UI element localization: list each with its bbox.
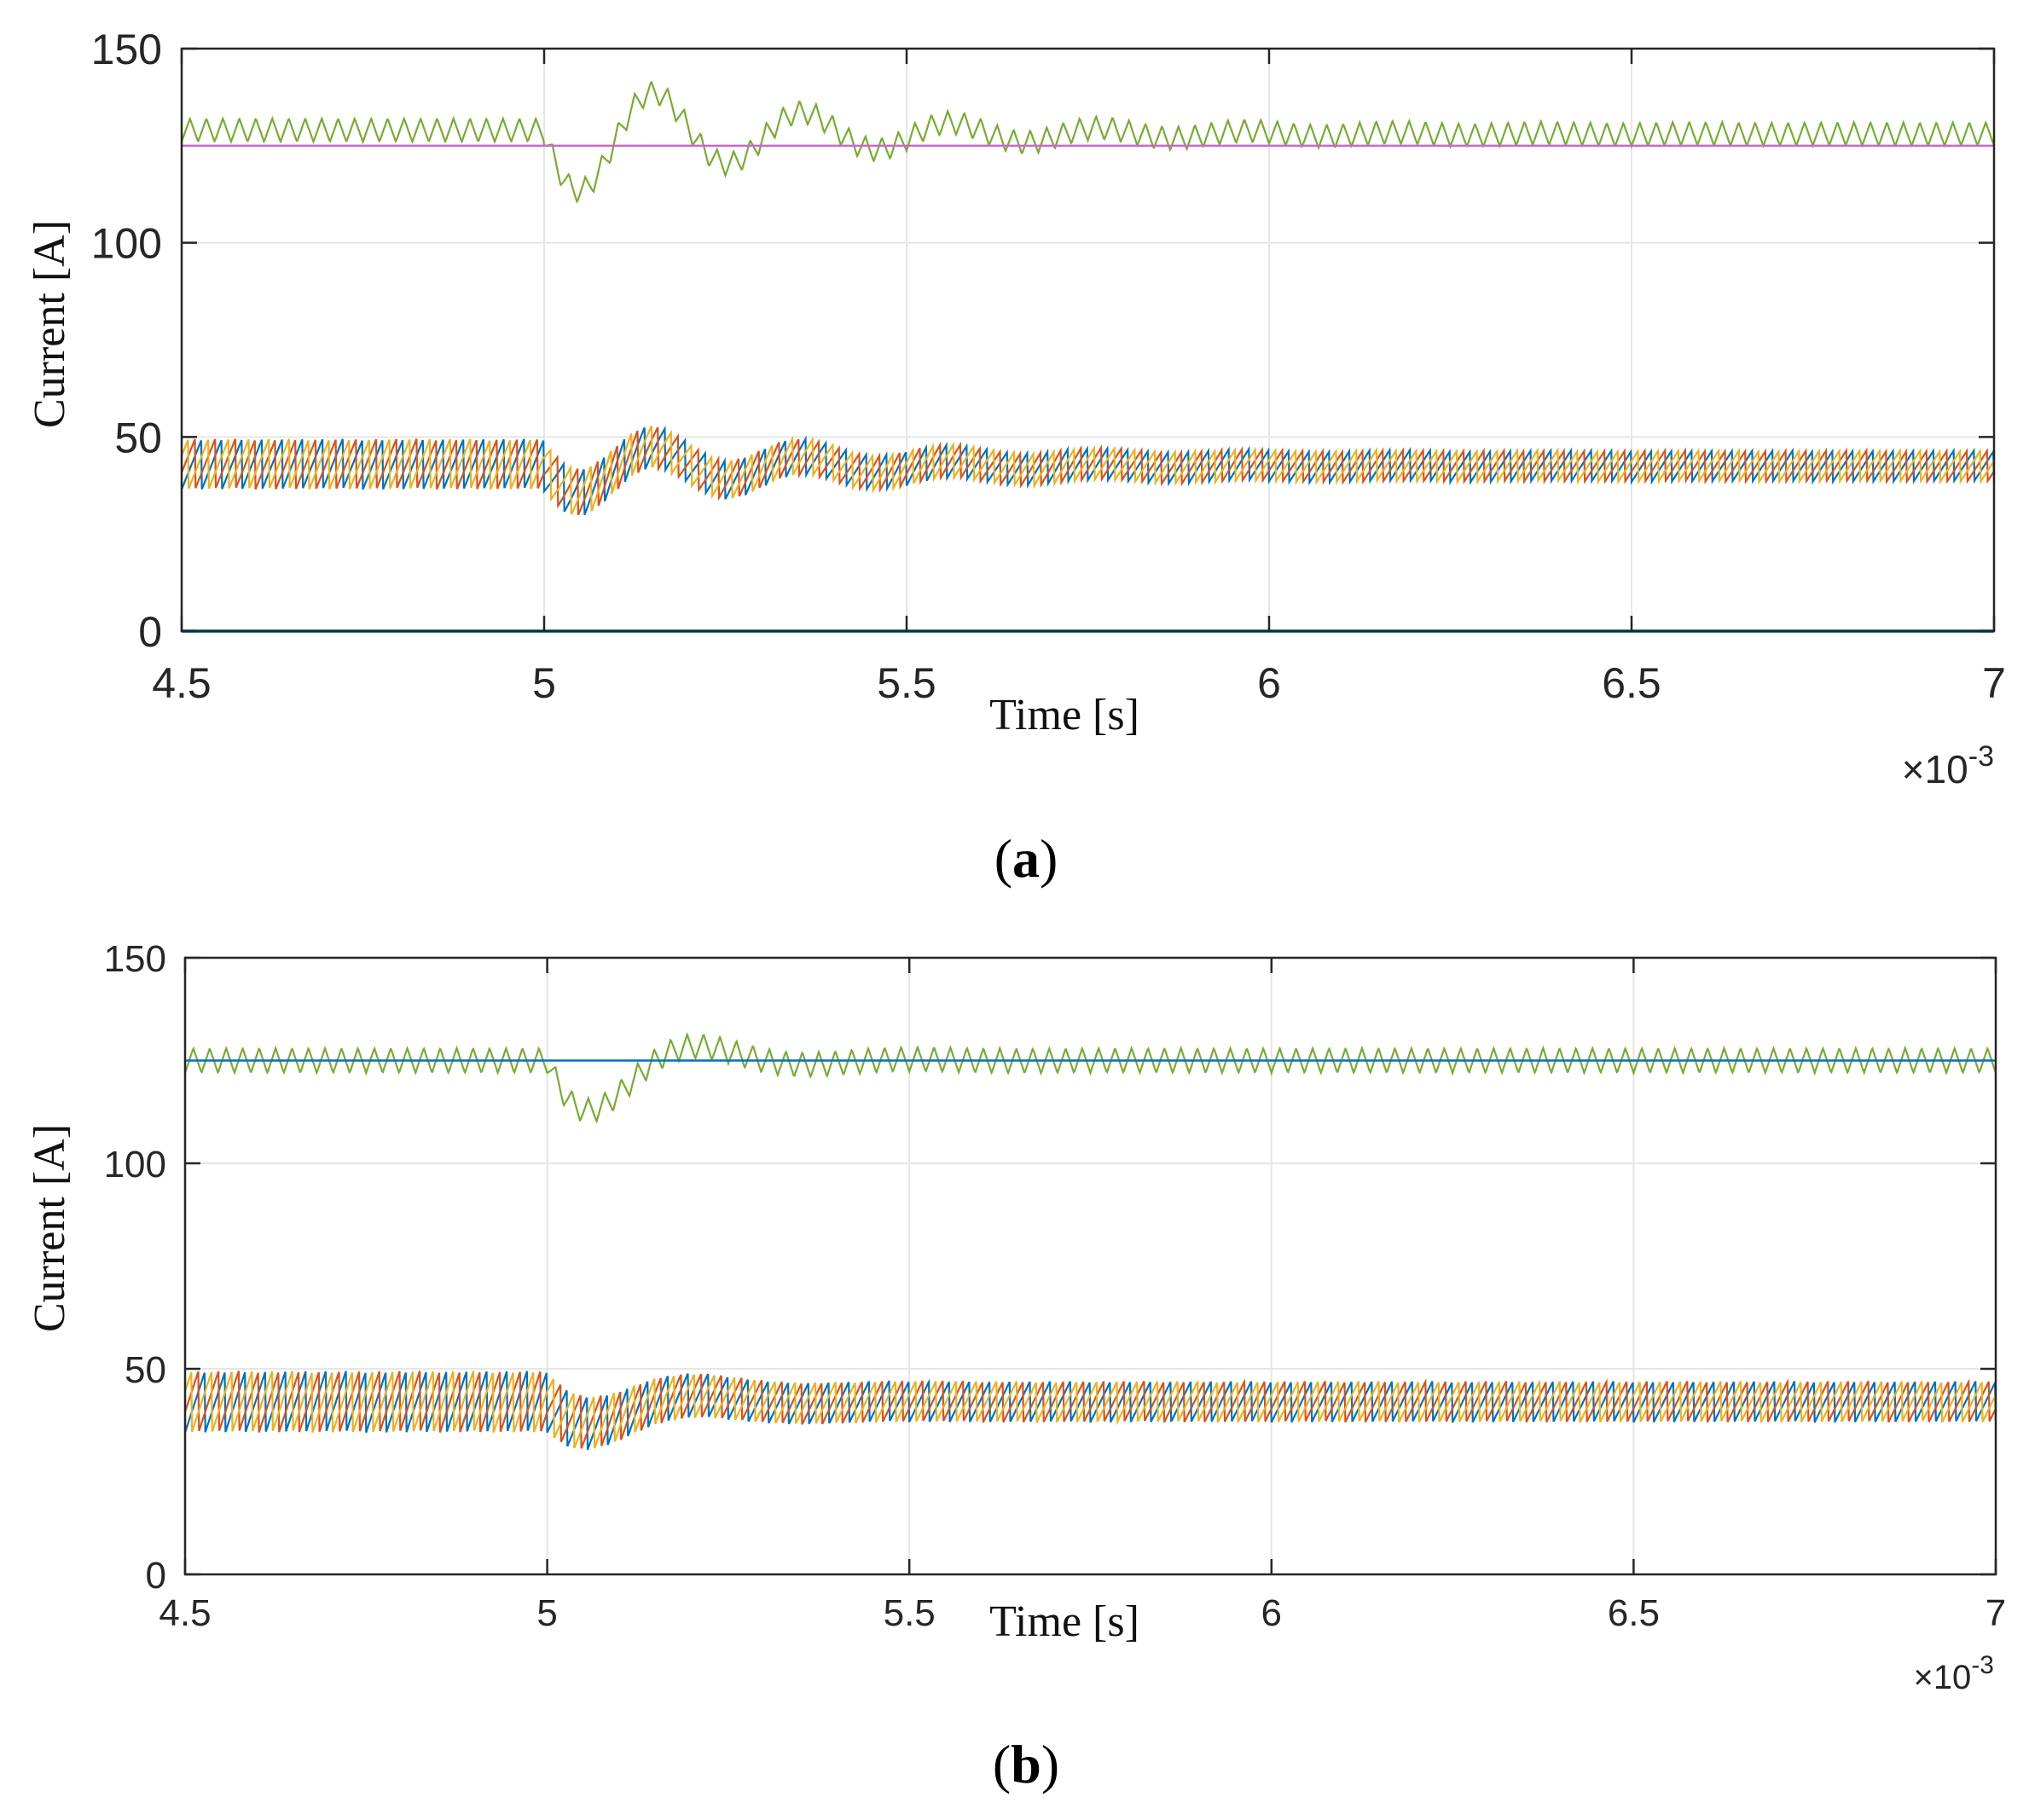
panel-b-caption-close: ) bbox=[1041, 1734, 1059, 1794]
panel-a-series-phase-current-3 bbox=[180, 426, 1995, 515]
panel-a-exponent: ×10-3 bbox=[1902, 740, 1994, 791]
panel-a-y-tick-label: 150 bbox=[91, 26, 162, 73]
panel-b-xlabel: Time [s] bbox=[989, 1597, 1139, 1646]
panel-b-ylabel: Current [A] bbox=[26, 1124, 74, 1332]
panel-a-chart: 4.5 5 5.5 6 6.5 7 0 50 100 150 Time [s] Current [… bbox=[26, 26, 2006, 889]
panel-b-exponent-base: ×10 bbox=[1913, 1659, 1971, 1696]
panel-b-caption-open: ( bbox=[993, 1734, 1011, 1794]
panel-b-series-total-output-current bbox=[183, 1031, 1997, 1124]
panel-a-ylabel: Current [A] bbox=[26, 220, 74, 428]
panel-a-caption-letter: a bbox=[1012, 828, 1040, 889]
panel-a-plot-area bbox=[182, 49, 1994, 631]
panel-a-y-tick-label: 50 bbox=[114, 414, 162, 461]
panel-a-x-tick-label: 7 bbox=[1982, 659, 2006, 707]
panel-b-axes-box bbox=[183, 956, 1997, 1576]
panel-a-x-tick-label: 6 bbox=[1257, 659, 1281, 707]
panel-a-exponent-power: -3 bbox=[1968, 740, 1994, 773]
panel-b-series-phase-current-3 bbox=[183, 1371, 1997, 1449]
panel-b-chart: 4.5 5 5.5 6 6.5 7 0 50 100 150 Time [s] Current [… bbox=[26, 938, 2006, 1794]
panel-b-x-tick-label: 6.5 bbox=[1608, 1592, 1660, 1634]
panel-a-exponent-base: ×10 bbox=[1902, 747, 1968, 791]
panel-a-xlabel: Time [s] bbox=[989, 691, 1139, 739]
panel-b-x-tick-label: 7 bbox=[1986, 1592, 2006, 1634]
panel-b-exponent: ×10-3 bbox=[1913, 1651, 1994, 1696]
panel-a-y-tick-label: 0 bbox=[138, 608, 162, 656]
panel-b-caption: (b) bbox=[993, 1734, 1059, 1794]
panel-b-y-tick-label: 0 bbox=[146, 1555, 166, 1597]
panel-a-caption-open: ( bbox=[994, 828, 1012, 889]
panel-b-series-phase-current-2 bbox=[183, 1371, 1997, 1449]
panel-b-exponent-power: -3 bbox=[1971, 1651, 1994, 1679]
panel-a-caption-close: ) bbox=[1040, 828, 1058, 889]
panel-b-x-tick-label: 6 bbox=[1261, 1592, 1282, 1634]
panel-a-x-tick-label: 4.5 bbox=[152, 659, 212, 707]
panel-b-y-tick-label: 150 bbox=[104, 938, 166, 980]
panel-a-x-tick-label: 5.5 bbox=[877, 659, 936, 707]
panel-a-series-total-output-current bbox=[180, 80, 1996, 204]
panel-a-caption: (a) bbox=[994, 828, 1058, 889]
panel-a-x-tick-label: 6.5 bbox=[1602, 659, 1661, 707]
panel-a-x-tick-label: 5 bbox=[532, 659, 556, 707]
panel-b-y-tick-label: 50 bbox=[125, 1349, 166, 1391]
panel-b-x-tick-label: 5.5 bbox=[884, 1592, 936, 1634]
panel-b-caption-letter: b bbox=[1011, 1734, 1041, 1794]
panel-a-y-tick-label: 100 bbox=[91, 220, 162, 268]
panel-a-series-phase-current-2 bbox=[180, 426, 1995, 516]
panel-b-y-tick-label: 100 bbox=[104, 1144, 166, 1185]
panel-a-axes-box bbox=[180, 47, 1996, 633]
panel-b-x-tick-label: 5 bbox=[536, 1592, 557, 1634]
panel-b-x-tick-label: 4.5 bbox=[159, 1592, 211, 1634]
